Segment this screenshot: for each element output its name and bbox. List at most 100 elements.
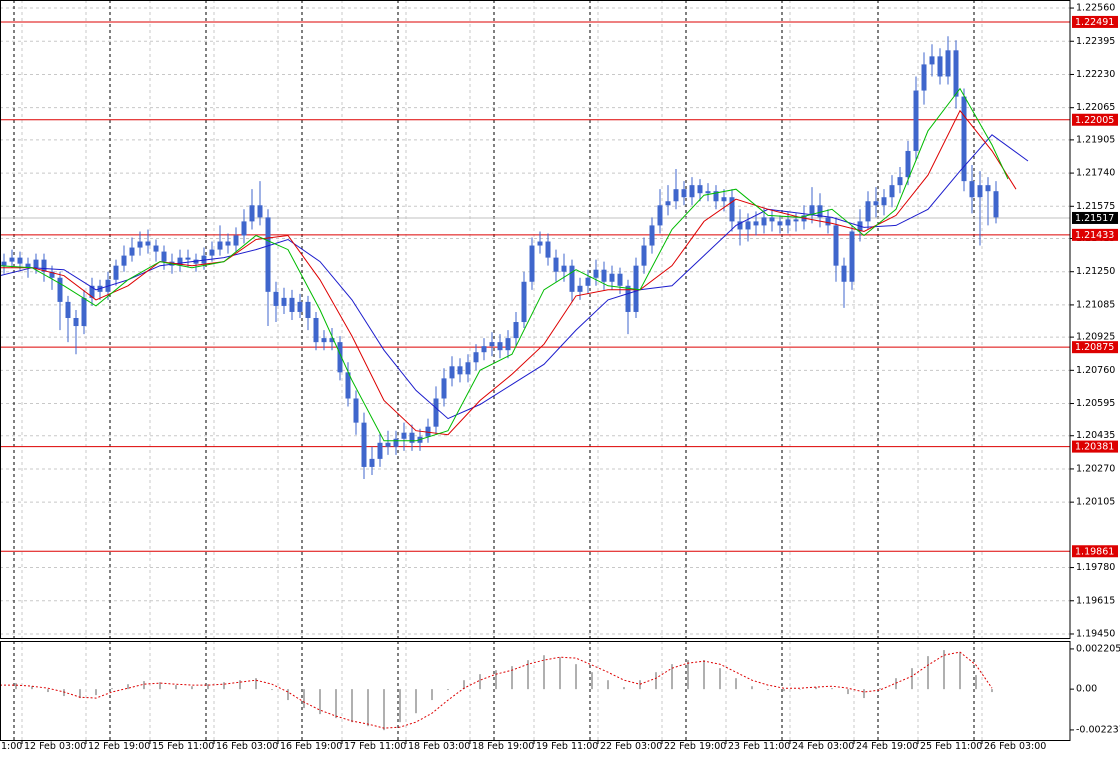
candle-body	[177, 257, 183, 266]
candle-body	[553, 257, 559, 272]
candle-body	[993, 191, 999, 218]
candle-body	[961, 96, 967, 182]
candle-body	[697, 185, 703, 194]
candle-body	[865, 201, 871, 222]
candle-body	[977, 185, 983, 198]
y-tick-label: 1.22560	[1076, 3, 1115, 14]
y-tick-label: 1.20105	[1076, 497, 1115, 508]
histogram-bar	[431, 689, 433, 701]
candle-body	[361, 422, 367, 467]
candle-body	[329, 338, 335, 343]
candle-body	[721, 197, 727, 202]
y-tick-label: 1.22230	[1076, 69, 1115, 80]
candle-body	[657, 205, 663, 226]
candle-body	[209, 249, 215, 256]
y-tick-label: 0.002205	[1076, 643, 1120, 654]
candle-body	[49, 271, 55, 278]
candle-body	[1, 261, 7, 266]
histogram-bar	[479, 674, 481, 690]
histogram-bar	[591, 672, 593, 690]
y-tick-label: 1.20760	[1076, 365, 1115, 376]
candle-body	[337, 342, 343, 373]
candle-body	[689, 185, 695, 198]
candle-body	[953, 50, 959, 97]
candle-body	[577, 285, 583, 292]
candle-body	[393, 438, 399, 447]
histogram-bar	[623, 687, 625, 690]
candle-body	[241, 221, 247, 236]
histogram-bar	[959, 652, 961, 690]
y-tick-label: 1.21085	[1076, 299, 1115, 310]
candle-body	[401, 432, 407, 439]
histogram-bar	[255, 678, 257, 690]
candle-body	[969, 181, 975, 198]
histogram-bar	[895, 678, 897, 690]
y-tick-label: 1.20435	[1076, 430, 1115, 441]
histogram-bar	[79, 689, 81, 699]
moving-average	[0, 87, 1009, 442]
x-tick-label: 24 Feb 03:00	[792, 741, 854, 752]
candle-body	[897, 177, 903, 186]
candle-body	[265, 217, 271, 292]
histogram-bar	[975, 675, 977, 690]
candle-body	[409, 432, 415, 443]
candle-body	[113, 265, 119, 280]
candle-body	[825, 217, 831, 226]
histogram-bar	[351, 689, 353, 723]
candle-body	[745, 221, 751, 230]
x-tick-label: 18 Feb 03:00	[408, 741, 470, 752]
candle-body	[609, 273, 615, 282]
candle-body	[193, 259, 199, 264]
candle-body	[761, 217, 767, 226]
histogram-bar	[175, 685, 177, 690]
x-tick-label: 12 Feb 03:00	[24, 741, 86, 752]
candle-body	[145, 241, 151, 246]
candle-body	[665, 201, 671, 206]
candle-body	[873, 201, 879, 206]
x-tick-label: 25 Feb 11:00	[920, 741, 982, 752]
histogram-bar	[943, 650, 945, 690]
candle-body	[489, 342, 495, 347]
histogram-bar	[911, 668, 913, 690]
level-label: 1.22005	[1075, 115, 1114, 126]
histogram-bar	[735, 678, 737, 690]
histogram-bar	[863, 689, 865, 699]
candle-body	[473, 352, 479, 363]
candle-body	[121, 255, 127, 266]
candle-body	[913, 90, 919, 151]
x-tick-label: 23 Feb 11:00	[728, 741, 790, 752]
level-label-box	[1072, 341, 1118, 354]
level-label-box	[1072, 113, 1118, 126]
candle-body	[785, 219, 791, 226]
histogram-bar	[543, 655, 545, 690]
histogram-bar	[63, 689, 65, 697]
x-tick-label: 1:00	[1, 741, 22, 752]
x-tick-label: 19 Feb 11:00	[536, 741, 598, 752]
histogram-bar	[831, 688, 833, 690]
y-tick-label: 1.19780	[1076, 562, 1115, 573]
candle-body	[289, 297, 295, 312]
candle-body	[481, 346, 487, 353]
y-tick-label: 1.21905	[1076, 134, 1115, 145]
candle-body	[281, 297, 287, 306]
candle-body	[65, 301, 71, 318]
candle-body	[545, 241, 551, 258]
candle-body	[457, 366, 463, 375]
candle-body	[945, 50, 951, 77]
candle-body	[521, 281, 527, 323]
histogram-bar	[399, 689, 401, 723]
candle-body	[465, 362, 471, 375]
histogram-bar	[15, 683, 17, 690]
candle-body	[433, 398, 439, 427]
candle-body	[377, 442, 383, 459]
candle-body	[513, 322, 519, 339]
candle-body	[585, 277, 591, 286]
histogram-bar	[271, 689, 273, 691]
histogram-bar	[319, 689, 321, 715]
candle-body	[569, 265, 575, 292]
candle-body	[297, 301, 303, 312]
histogram-bar	[239, 680, 241, 690]
candle-body	[641, 245, 647, 266]
y-tick-label: 1.19450	[1076, 628, 1115, 639]
